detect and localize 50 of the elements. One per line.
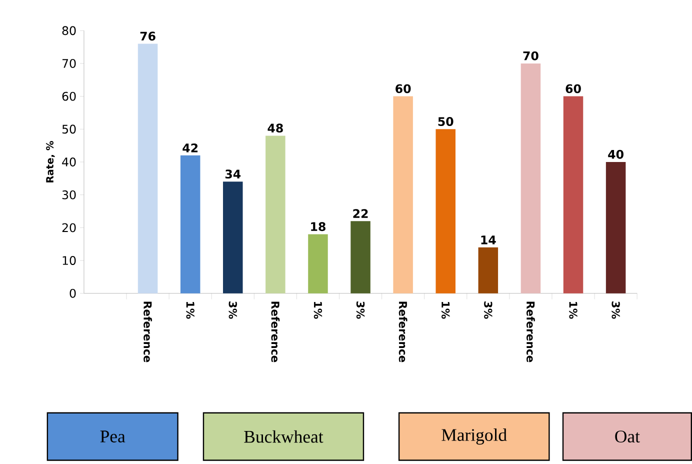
y-tick-label: 50	[62, 124, 76, 134]
x-tick-label: 1%	[569, 302, 578, 319]
data-label: 42	[182, 143, 198, 152]
bar	[606, 162, 626, 294]
y-tick-label: 80	[62, 26, 76, 35]
data-label: 60	[396, 84, 411, 94]
x-tick-label: 1%	[442, 302, 450, 319]
x-tick-label: 1%	[186, 302, 194, 319]
data-label: 14	[481, 235, 496, 244]
bar	[563, 96, 584, 294]
data-label: 18	[311, 222, 326, 231]
data-label: 48	[268, 124, 283, 132]
x-tick-label: Reference	[144, 302, 152, 362]
bar	[266, 136, 286, 294]
text: Oat	[615, 430, 640, 442]
bar	[393, 96, 413, 294]
bar	[350, 220, 370, 294]
text: Pea	[100, 430, 126, 442]
y-tick-label: 10	[62, 256, 76, 265]
text: Buckwheat	[244, 430, 324, 443]
data-label: 70	[523, 51, 538, 60]
data-label: 60	[566, 84, 581, 94]
bar	[308, 234, 328, 294]
data-label: 40	[608, 150, 624, 159]
bar	[436, 129, 456, 294]
data-label: 50	[438, 116, 454, 126]
x-tick-label: 1%	[314, 302, 322, 319]
x-tick-label: Reference	[398, 302, 408, 362]
x-tick-label: 3%	[356, 301, 365, 319]
y-axis-title: Rate, %	[46, 140, 55, 182]
x-tick-label: 3%	[228, 301, 237, 319]
x-tick-label: 3%	[484, 301, 492, 319]
x-tick-label: Reference	[271, 302, 280, 362]
text: Marigold	[442, 428, 507, 445]
bar	[223, 182, 243, 294]
y-tick-label: 0	[70, 288, 76, 298]
x-tick-label: 3%	[612, 301, 620, 319]
y-tick-label: 40	[62, 157, 76, 166]
bar	[478, 247, 498, 294]
y-tick-label: 70	[62, 58, 76, 68]
y-tick-label: 60	[62, 92, 76, 101]
x-tick-label: Reference	[526, 302, 535, 362]
data-label: 34	[225, 169, 241, 178]
y-tick-label: 30	[62, 190, 76, 200]
bar	[138, 44, 158, 294]
bar	[180, 155, 200, 294]
bar	[520, 63, 541, 294]
data-label: 22	[353, 209, 368, 218]
data-label: 76	[140, 32, 156, 40]
y-tick-label: 20	[62, 223, 76, 232]
